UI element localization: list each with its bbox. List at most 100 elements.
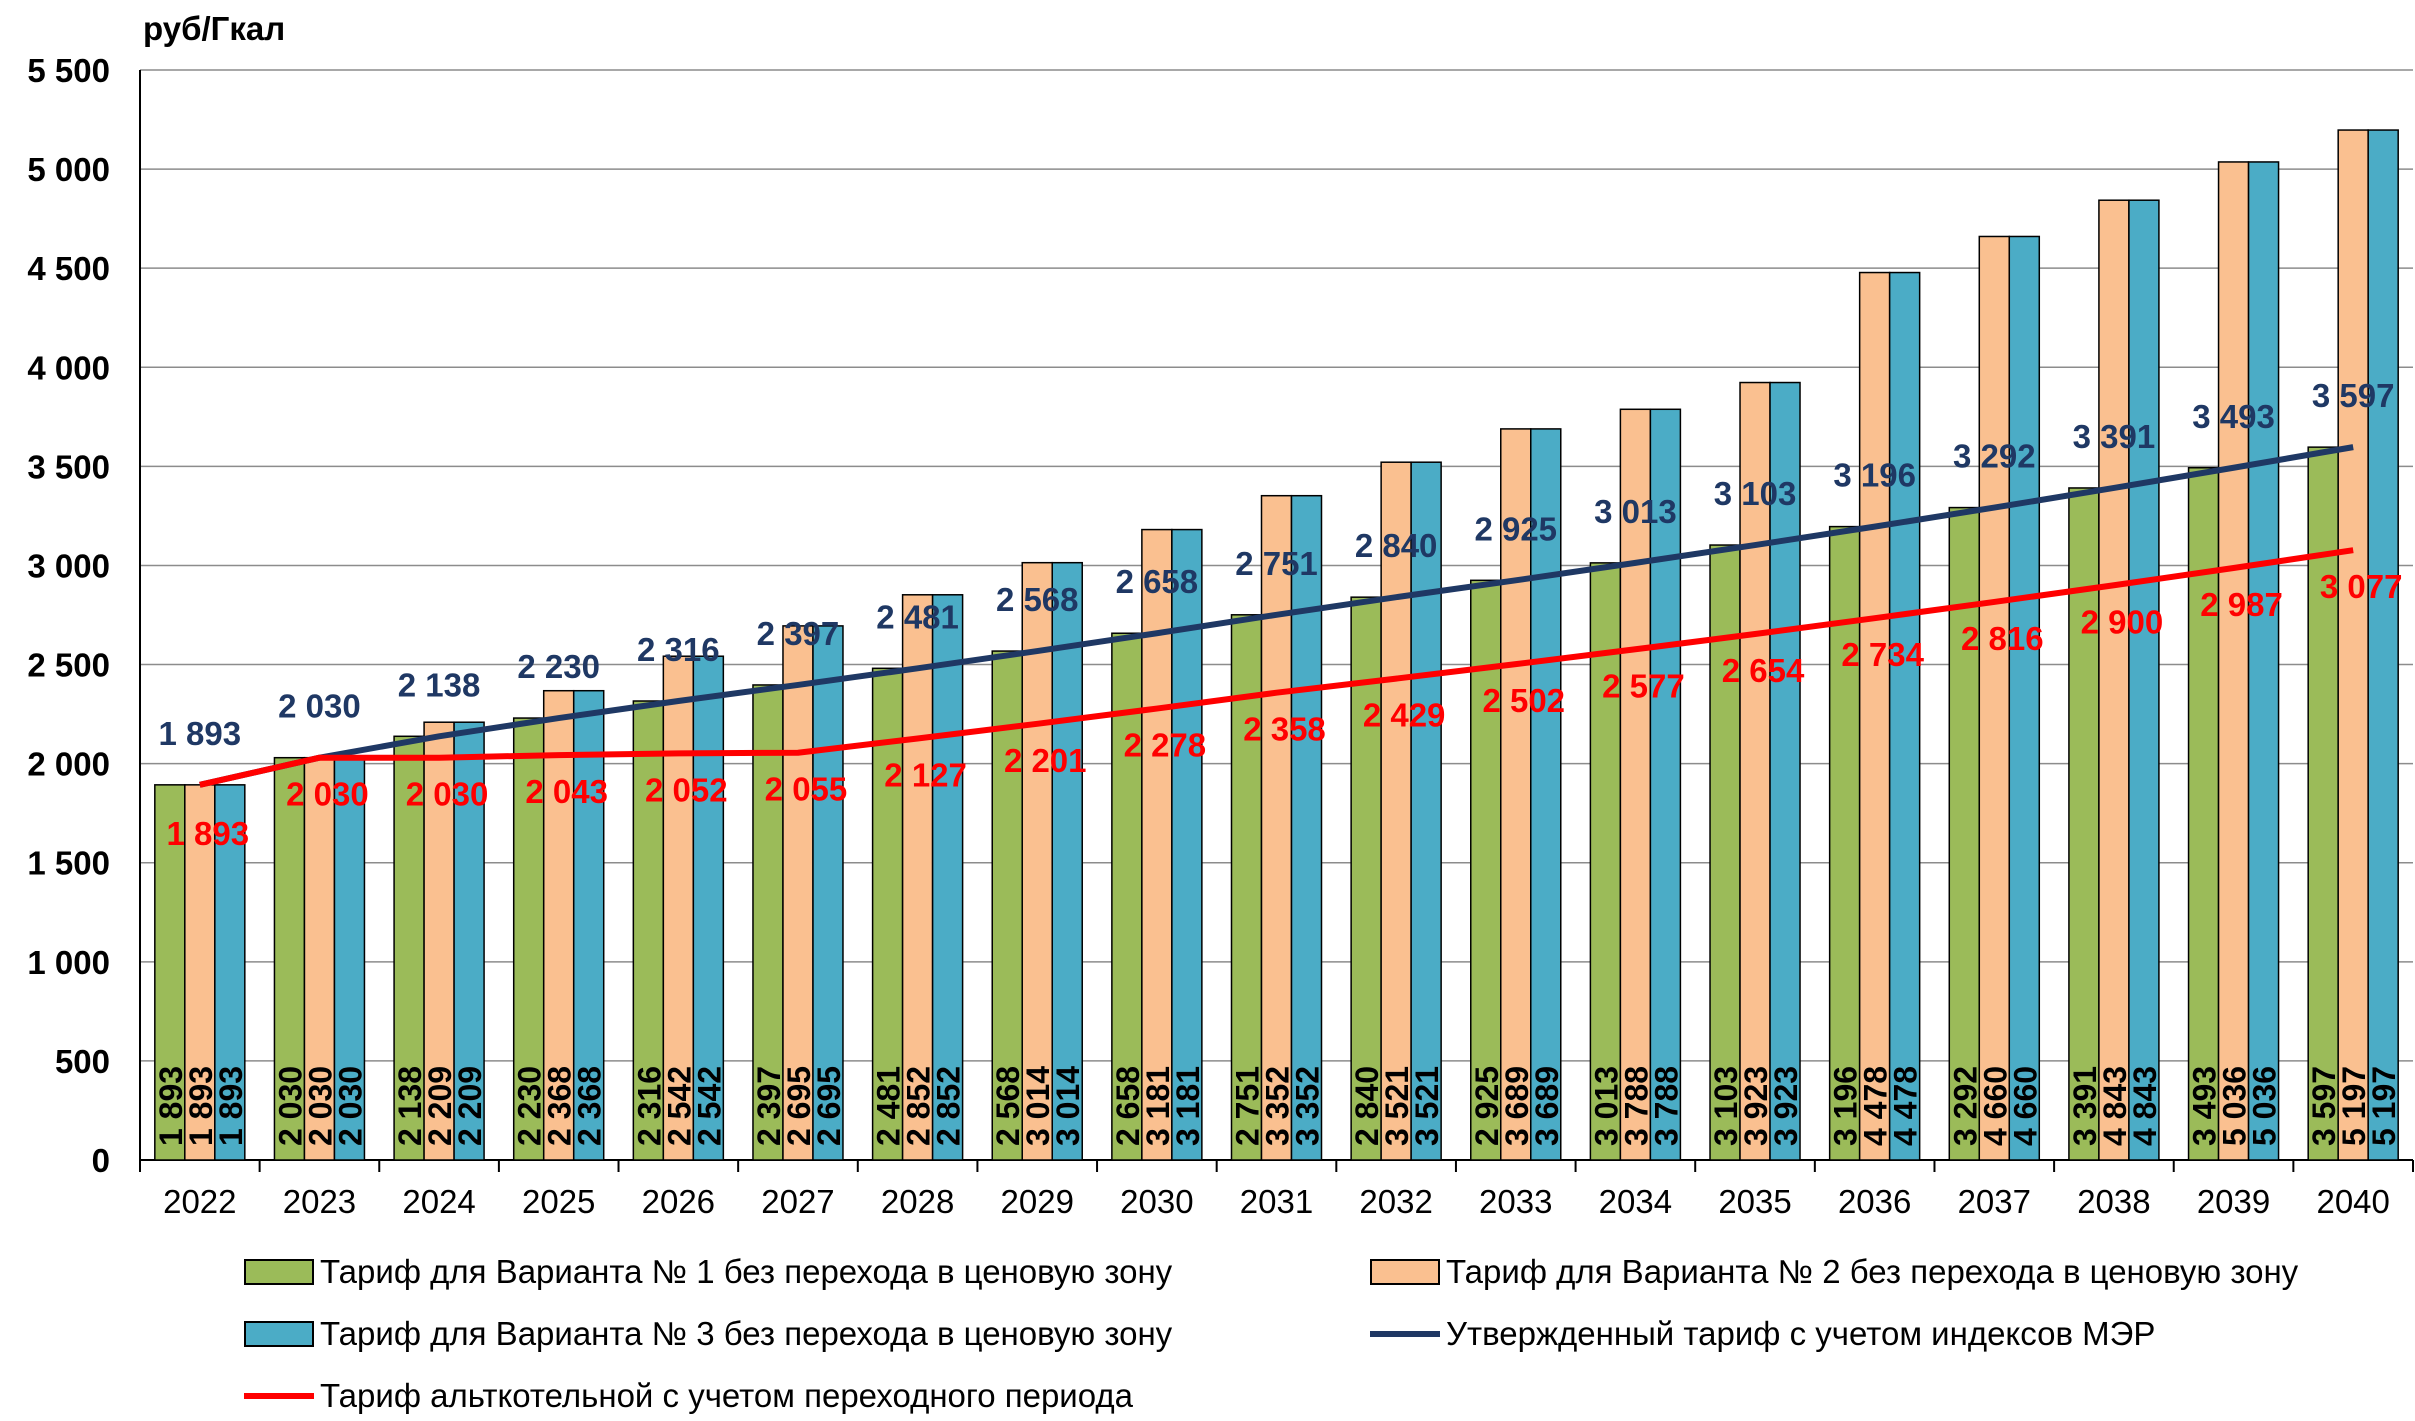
- bar: [2098, 199, 2130, 1161]
- bar: [1739, 381, 1771, 1161]
- bar: [572, 689, 605, 1161]
- approved-tariff-data-label: 2 030: [278, 688, 361, 725]
- alt-boiler-data-label: 1 893: [167, 815, 250, 852]
- bar: [991, 650, 1023, 1161]
- y-tick-label: 4 000: [27, 349, 110, 386]
- x-tick-label: 2030: [1120, 1183, 1193, 1220]
- y-axis-label: руб/Гкал: [143, 10, 285, 47]
- x-tick-label: 2038: [2077, 1183, 2150, 1220]
- approved-tariff-data-label: 2 840: [1355, 527, 1438, 564]
- bar-data-label: 3 196: [1828, 1066, 1864, 1146]
- alt-boiler-data-label: 2 900: [2081, 603, 2164, 640]
- bar-data-label: 2 368: [542, 1066, 578, 1146]
- bar-data-label: 2 695: [781, 1066, 817, 1146]
- y-tick-label: 2 500: [27, 647, 110, 684]
- alt-boiler-data-label: 2 816: [1961, 620, 2044, 657]
- bar-data-label: 3 923: [1768, 1066, 1804, 1146]
- alt-boiler-data-label: 2 030: [406, 776, 489, 813]
- x-tick-label: 2034: [1599, 1183, 1672, 1220]
- x-tick-label: 2023: [283, 1183, 356, 1220]
- approved-tariff-data-label: 2 138: [398, 666, 481, 703]
- y-tick-label: 0: [92, 1142, 110, 1179]
- bar-data-label: 2 542: [691, 1066, 727, 1146]
- alt-boiler-data-label: 2 127: [884, 756, 967, 793]
- bar: [184, 784, 216, 1161]
- bar-data-label: 3 352: [1260, 1066, 1296, 1146]
- bar: [632, 700, 665, 1161]
- approved-tariff-data-label: 3 196: [1833, 457, 1916, 494]
- approved-tariff-data-label: 2 658: [1116, 563, 1199, 600]
- bar-data-label: 4 660: [1977, 1066, 2013, 1146]
- bar: [2337, 129, 2369, 1161]
- bar: [214, 784, 246, 1161]
- bar-data-label: 3 292: [1947, 1066, 1983, 1146]
- bar-data-label: 3 493: [2187, 1066, 2223, 1146]
- bar-data-label: 1 893: [213, 1066, 249, 1146]
- bar: [931, 594, 964, 1161]
- bar: [1709, 544, 1741, 1161]
- bar: [692, 655, 725, 1161]
- bar-data-label: 3 352: [1290, 1066, 1326, 1146]
- bar-data-label: 2 368: [572, 1066, 608, 1146]
- approved-tariff-data-label: 3 013: [1594, 493, 1677, 530]
- bar-data-label: 2 481: [871, 1066, 907, 1146]
- alt-boiler-data-label: 2 358: [1243, 711, 1326, 748]
- bar-data-label: 2 209: [452, 1066, 488, 1146]
- bar: [1380, 461, 1412, 1161]
- bar-data-label: 2 695: [811, 1066, 847, 1146]
- alt-boiler-data-label: 2 201: [1004, 742, 1087, 779]
- bar: [453, 721, 485, 1161]
- bar-data-label: 3 689: [1529, 1066, 1565, 1146]
- bar: [2217, 161, 2250, 1161]
- bar-data-label: 2 542: [661, 1066, 697, 1146]
- y-tick-label: 5 000: [27, 151, 110, 188]
- alt-boiler-data-label: 2 055: [765, 771, 848, 808]
- bar: [782, 625, 814, 1161]
- bar-data-label: 4 478: [1888, 1066, 1924, 1146]
- bar-data-label: 3 013: [1588, 1066, 1624, 1146]
- alt-boiler-data-label: 2 987: [2200, 586, 2283, 623]
- bar: [542, 689, 575, 1161]
- bar-data-label: 4 843: [2097, 1066, 2133, 1146]
- y-tick-label: 3 000: [27, 547, 110, 584]
- bar-data-label: 3 103: [1708, 1066, 1744, 1146]
- bar-data-label: 2 568: [990, 1066, 1026, 1146]
- x-tick-label: 2037: [1958, 1183, 2031, 1220]
- approved-tariff-data-label: 3 292: [1953, 438, 2036, 475]
- bar: [1530, 428, 1562, 1161]
- y-tick-label: 1 000: [27, 944, 110, 981]
- bar-data-label: 4 660: [2007, 1066, 2043, 1146]
- y-tick-label: 2 000: [27, 746, 110, 783]
- alt-boiler-data-label: 2 654: [1722, 652, 1805, 689]
- approved-tariff-data-label: 1 893: [159, 715, 242, 752]
- approved-tariff-data-label: 3 493: [2192, 398, 2275, 435]
- bar: [1141, 528, 1173, 1161]
- bar-data-label: 3 521: [1379, 1066, 1415, 1146]
- bar: [1470, 579, 1502, 1161]
- alt-boiler-tariff-line: [199, 547, 2354, 788]
- x-tick-label: 2026: [642, 1183, 715, 1220]
- x-tick-label: 2036: [1838, 1183, 1911, 1220]
- x-tick-label: 2024: [402, 1183, 475, 1220]
- bar-data-label: 3 014: [1020, 1066, 1056, 1146]
- bar: [333, 756, 366, 1161]
- bar: [1589, 562, 1622, 1161]
- x-tick-label: 2031: [1240, 1183, 1313, 1220]
- approved-tariff-data-label: 2 230: [517, 648, 600, 685]
- approved-tariff-data-label: 2 481: [876, 598, 959, 635]
- alt-boiler-data-label: 2 429: [1363, 697, 1446, 734]
- bar: [2187, 467, 2220, 1161]
- bar-data-label: 2 658: [1110, 1066, 1146, 1146]
- bar-data-label: 3 788: [1648, 1066, 1684, 1146]
- bar: [2068, 487, 2100, 1161]
- alt-boiler-data-label: 2 577: [1602, 667, 1685, 704]
- bar: [2008, 235, 2041, 1161]
- bar: [1619, 408, 1652, 1161]
- bar-data-label: 2 925: [1469, 1066, 1505, 1146]
- bar-data-label: 2 751: [1230, 1066, 1266, 1146]
- y-tick-label: 4 500: [27, 250, 110, 287]
- alt-boiler-data-label: 2 278: [1124, 727, 1207, 764]
- bar: [1111, 632, 1143, 1161]
